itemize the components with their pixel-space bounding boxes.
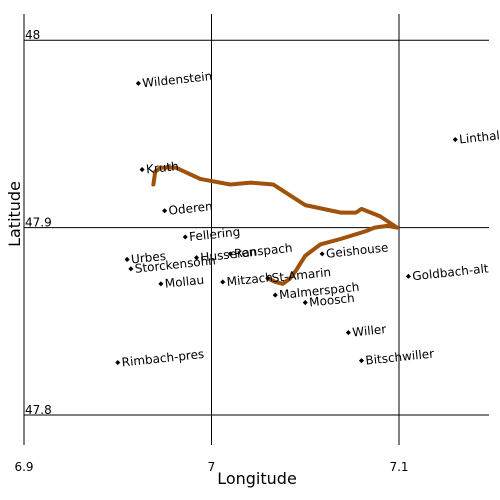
place-marker bbox=[405, 273, 411, 279]
place-label: Fellering bbox=[189, 225, 241, 244]
place-marker bbox=[272, 292, 278, 298]
place-marker bbox=[115, 360, 121, 366]
place-marker bbox=[182, 234, 188, 240]
place-label: Moosch bbox=[309, 291, 356, 310]
y-tick-label: 48 bbox=[25, 28, 40, 42]
y-tick-label: 47.8 bbox=[25, 403, 52, 417]
x-axis-label: Longitude bbox=[217, 469, 297, 488]
place-marker bbox=[227, 251, 233, 257]
track bbox=[151, 165, 400, 286]
place-marker bbox=[302, 300, 308, 306]
y-axis-label: Latitude bbox=[5, 181, 24, 247]
x-tick-label: 7 bbox=[208, 460, 216, 474]
place-marker bbox=[139, 166, 145, 173]
place-label: Ranspach bbox=[234, 241, 294, 261]
place-marker bbox=[124, 256, 130, 263]
place-label: Goldbach-alt bbox=[412, 261, 490, 283]
place-marker bbox=[158, 281, 164, 287]
place-label: Willer bbox=[352, 322, 387, 339]
place-marker bbox=[135, 80, 141, 86]
place-marker bbox=[128, 266, 134, 272]
place-label: Wildenstein bbox=[142, 69, 213, 90]
place-marker bbox=[358, 358, 365, 364]
place-label: Urbes bbox=[130, 249, 166, 267]
x-tick-label: 7.1 bbox=[389, 460, 408, 474]
x-tick-label: 6.9 bbox=[14, 460, 33, 474]
place-label: Mitzach bbox=[226, 270, 273, 289]
place-marker bbox=[345, 330, 351, 336]
place-marker bbox=[319, 251, 325, 257]
place-marker bbox=[162, 208, 168, 214]
place-marker bbox=[265, 275, 271, 281]
place-marker bbox=[220, 279, 226, 285]
place-label: Rimbach-pres bbox=[121, 347, 205, 370]
place-label: Bitschwiller bbox=[365, 347, 435, 368]
place-label: Linthal bbox=[459, 128, 500, 146]
place-label: Oderen bbox=[168, 199, 213, 218]
place-label: Kruth bbox=[145, 159, 179, 176]
place-label: St-Amarin bbox=[271, 265, 332, 285]
place-label: Husseren bbox=[200, 245, 257, 265]
place-label: Mollau bbox=[164, 273, 205, 291]
place-label: Geishouse bbox=[325, 240, 389, 260]
place-marker bbox=[452, 137, 458, 143]
y-tick-label: 47.9 bbox=[25, 216, 52, 230]
